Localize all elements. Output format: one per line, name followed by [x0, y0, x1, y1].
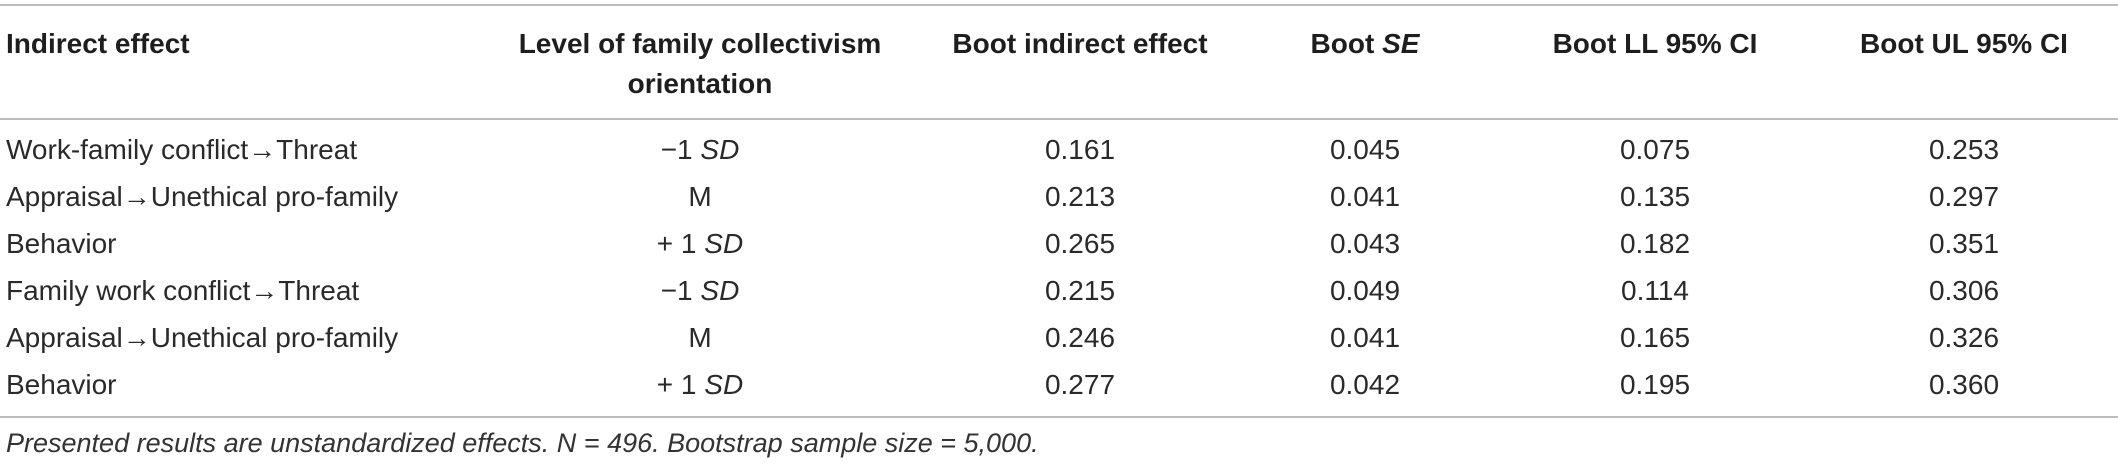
cell-level: M: [470, 173, 930, 220]
header-boot-se: Boot SE: [1230, 5, 1500, 119]
table-row: Behavior + 1 SD 0.265 0.043 0.182 0.351: [0, 220, 2118, 267]
cell-boot-ul: 0.360: [1928, 368, 2000, 400]
cell-level-prefix: −1: [660, 133, 701, 165]
cell-boot-indirect-effect: 0.215: [1044, 274, 1116, 306]
cell-boot-indirect-effect: 0.213: [1044, 180, 1116, 212]
header-indirect-effect: Indirect effect: [6, 28, 190, 59]
cell-level-prefix: −1: [660, 274, 701, 306]
header-boot-indirect-effect: Boot indirect effect: [952, 28, 1208, 59]
table-body: Work-family conflict→Threat −1 SD 0.161 …: [0, 119, 2118, 417]
cell-boot-ul: 0.326: [1928, 321, 2000, 353]
cell-boot-ll: 0.165: [1619, 321, 1691, 353]
cell-indirect-effect: Behavior: [6, 368, 117, 400]
cell-indirect-effect: Behavior: [6, 227, 117, 259]
cell-boot-ul: 0.351: [1928, 227, 2000, 259]
cell-boot-se: 0.041: [1329, 180, 1401, 212]
cell-boot-indirect-effect: 0.161: [1044, 133, 1116, 165]
cell-boot-se: 0.043: [1329, 227, 1401, 259]
cell-level-italic: SD: [704, 227, 744, 259]
table-row: Behavior + 1 SD 0.277 0.042 0.195 0.360: [0, 361, 2118, 417]
cell-boot-se: 0.042: [1329, 368, 1401, 400]
cell-level: M: [470, 314, 930, 361]
cell-level: + 1 SD: [470, 220, 930, 267]
cell-level-prefix: M: [688, 180, 712, 212]
cell-level-prefix: + 1: [656, 227, 705, 259]
cell-level: −1 SD: [470, 119, 930, 173]
header-boot-ll-95-ci: Boot LL 95% CI: [1552, 28, 1758, 59]
cell-level-italic: SD: [700, 274, 740, 306]
cell-level: + 1 SD: [470, 361, 930, 417]
cell-boot-ll: 0.135: [1619, 180, 1691, 212]
cell-boot-ll: 0.114: [1621, 274, 1689, 306]
cell-level: −1 SD: [470, 267, 930, 314]
cell-indirect-effect: Appraisal→Unethical pro-family: [6, 180, 399, 212]
table-row: Appraisal→Unethical pro-family M 0.213 0…: [0, 173, 2118, 220]
cell-level-prefix: M: [688, 321, 712, 353]
table-header: Indirect effect Level of family collecti…: [0, 5, 2118, 119]
cell-boot-ll: 0.182: [1619, 227, 1691, 259]
table-row: Family work conflict→Threat −1 SD 0.215 …: [0, 267, 2118, 314]
cell-indirect-effect: Work-family conflict→Threat: [6, 133, 358, 165]
table-row: Appraisal→Unethical pro-family M 0.246 0…: [0, 314, 2118, 361]
table-row: Work-family conflict→Threat −1 SD 0.161 …: [0, 119, 2118, 173]
cell-boot-indirect-effect: 0.277: [1044, 368, 1116, 400]
cell-boot-se: 0.045: [1329, 133, 1401, 165]
header-boot-ul-95-ci: Boot UL 95% CI: [1860, 28, 2068, 59]
cell-boot-indirect-effect: 0.246: [1044, 321, 1116, 353]
cell-boot-indirect-effect: 0.265: [1044, 227, 1116, 259]
header-row: Indirect effect Level of family collecti…: [0, 5, 2118, 119]
cell-boot-se: 0.049: [1329, 274, 1401, 306]
cell-indirect-effect: Appraisal→Unethical pro-family: [6, 321, 399, 353]
cell-boot-ll: 0.075: [1619, 133, 1691, 165]
header-boot-se-prefix: Boot: [1310, 28, 1383, 59]
cell-boot-ll: 0.195: [1619, 368, 1691, 400]
cell-level-prefix: + 1: [656, 368, 705, 400]
indirect-effects-table: Indirect effect Level of family collecti…: [0, 4, 2118, 418]
cell-indirect-effect: Family work conflict→Threat: [6, 274, 360, 306]
cell-boot-ul: 0.253: [1928, 133, 2000, 165]
table-footnote: Presented results are unstandardized eff…: [6, 428, 1039, 458]
header-boot-se-italic: SE: [1382, 28, 1420, 59]
cell-boot-ul: 0.297: [1928, 180, 2000, 212]
cell-level-italic: SD: [700, 133, 740, 165]
cell-boot-ul: 0.306: [1928, 274, 2000, 306]
cell-level-italic: SD: [704, 368, 744, 400]
header-level-of-family-collectivism: Level of family collectivism orientation: [518, 28, 882, 99]
cell-boot-se: 0.041: [1329, 321, 1401, 353]
